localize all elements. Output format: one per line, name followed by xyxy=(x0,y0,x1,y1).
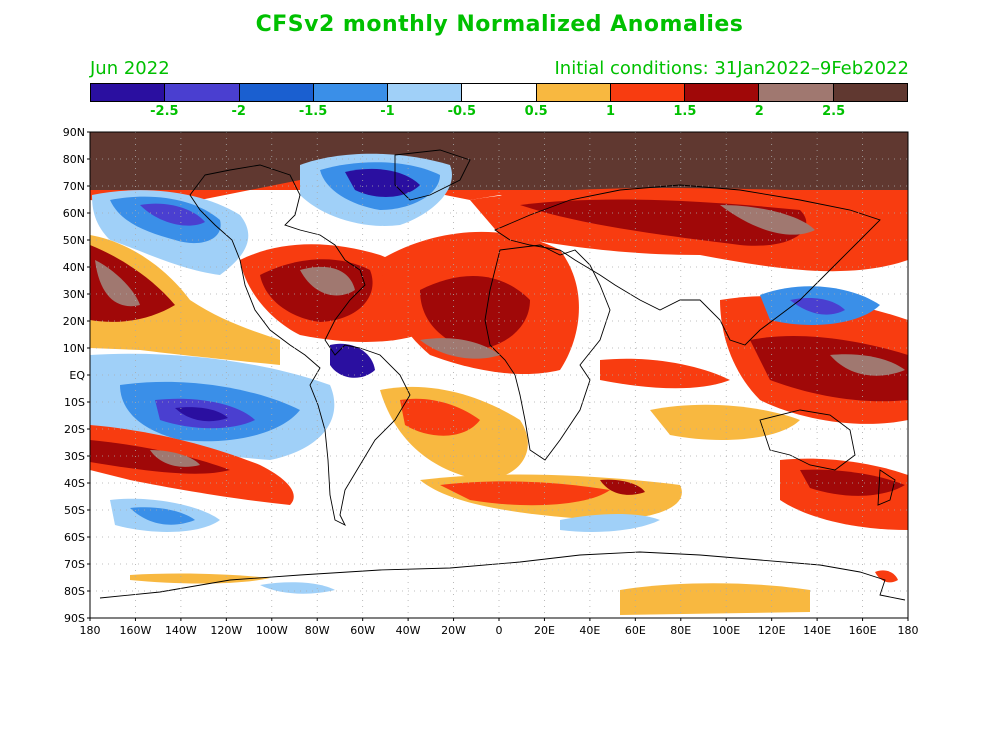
latitude-label: 10S xyxy=(64,396,85,409)
latitude-label: 50N xyxy=(63,234,85,247)
latitude-label: 70S xyxy=(64,558,85,571)
colorbar-swatch xyxy=(759,84,834,101)
longitude-label: 0 xyxy=(496,624,503,637)
colorbar-label: -1 xyxy=(380,104,395,119)
latitude-label: 90N xyxy=(63,126,85,139)
latitude-label: 50S xyxy=(64,504,85,517)
latitude-label: 10N xyxy=(63,342,85,355)
gridlines xyxy=(90,132,908,618)
latitude-axis: 90N 80N 70N 60N 50N 40N 30N 20N 10N EQ 10S 20S 30S 40… xyxy=(63,126,90,625)
colorbar-swatch xyxy=(536,84,611,101)
colorbar-label: -2.5 xyxy=(150,104,179,119)
latitude-label: 20N xyxy=(63,315,85,328)
coastlines xyxy=(99,149,906,601)
longitude-label: 160W xyxy=(120,624,152,637)
longitude-label: 60E xyxy=(625,624,646,637)
colorbar-swatch xyxy=(462,84,537,101)
longitude-label: 180 xyxy=(80,624,101,637)
colorbar-label: 1 xyxy=(606,104,616,119)
colorbar-label: 2.5 xyxy=(822,104,846,119)
latitude-label: 30S xyxy=(64,450,85,463)
longitude-label: 40E xyxy=(579,624,600,637)
latitude-label: 40N xyxy=(63,261,85,274)
initial-conditions: Initial conditions: 31Jan2022–9Feb2022 xyxy=(554,58,909,79)
latitude-label: 60S xyxy=(64,531,85,544)
latitude-label: EQ xyxy=(69,369,85,382)
longitude-label: 100W xyxy=(256,624,288,637)
longitude-label: 100E xyxy=(712,624,740,637)
colorbar-label: 2 xyxy=(754,104,764,119)
longitude-label: 80E xyxy=(670,624,691,637)
colorbar-swatch xyxy=(388,84,463,101)
colorbar xyxy=(90,83,908,102)
colorbar-swatch xyxy=(313,84,389,101)
colorbar-swatch xyxy=(610,84,686,101)
longitude-label: 80W xyxy=(305,624,330,637)
longitude-label: 180 xyxy=(898,624,919,637)
latitude-label: 60N xyxy=(63,207,85,220)
forecast-month: Jun 2022 xyxy=(90,58,170,79)
longitude-axis: 180 160W 140W 120W 100W 80W 60W 40W 20W 0 20E 40E 60… xyxy=(80,618,919,637)
latitude-label: 30N xyxy=(63,288,85,301)
longitude-label: 140W xyxy=(165,624,197,637)
colorbar-label: -2 xyxy=(231,104,246,119)
longitude-label: 20E xyxy=(534,624,555,637)
longitude-label: 120W xyxy=(210,624,242,637)
map-title: CFSv2 monthly Normalized Anomalies xyxy=(255,12,744,37)
longitude-label: 140E xyxy=(803,624,831,637)
colorbar-label: -1.5 xyxy=(298,104,328,119)
longitude-label: 60W xyxy=(350,624,375,637)
colorbar-swatch xyxy=(239,84,314,101)
latitude-label: 80N xyxy=(63,153,85,166)
latitude-label: 70N xyxy=(63,180,85,193)
latitude-label: 40S xyxy=(64,477,85,490)
latitude-label: 80S xyxy=(64,585,85,598)
colorbar-swatch xyxy=(685,84,760,101)
colorbar-label: -0.5 xyxy=(447,104,477,119)
latitude-label: 90S xyxy=(64,612,85,625)
colorbar-label: 0.5 xyxy=(524,104,548,119)
latitude-label: 20S xyxy=(64,423,85,436)
colorbar-swatch xyxy=(833,84,907,101)
colorbar-swatch xyxy=(165,84,240,101)
colorbar-label: 1.5 xyxy=(673,104,697,119)
longitude-label: 120E xyxy=(758,624,786,637)
longitude-label: 160E xyxy=(849,624,877,637)
colorbar-swatch xyxy=(91,84,166,101)
longitude-label: 20W xyxy=(441,624,466,637)
longitude-label: 40W xyxy=(396,624,421,637)
